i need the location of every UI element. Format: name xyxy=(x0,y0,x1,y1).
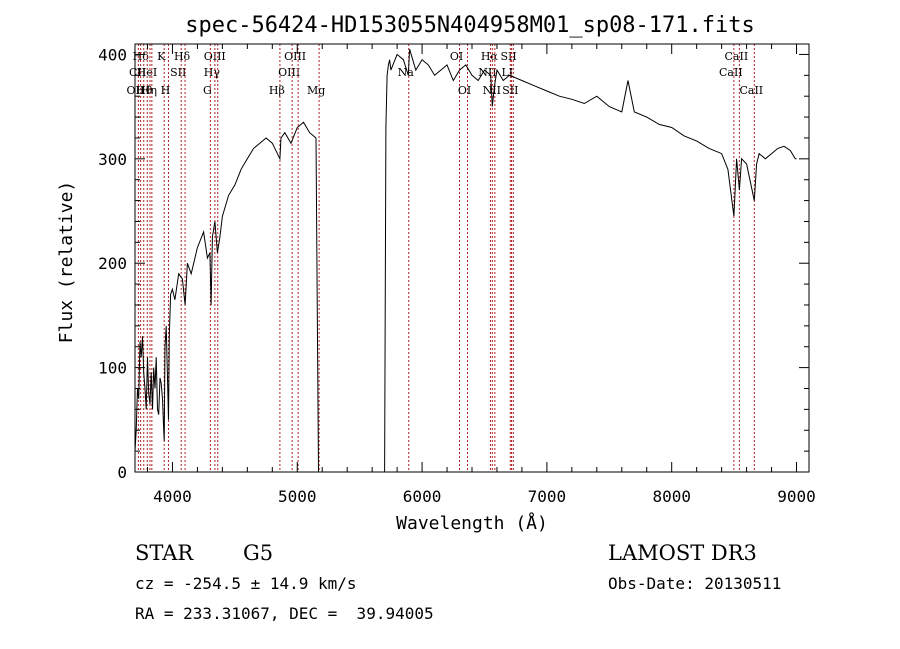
spectral-line-label: CaII xyxy=(739,84,763,97)
spectral-line-label: Na xyxy=(398,66,415,79)
spectral-line-label: LI xyxy=(501,66,513,79)
y-tick-label: 0 xyxy=(117,463,127,482)
spectral-line-label: OI xyxy=(450,50,463,63)
spectral-line-label: Hβ xyxy=(269,84,285,97)
plot-layer xyxy=(134,49,797,473)
x-tick-label: 4000 xyxy=(153,487,192,506)
spectral-line-label: Hδ xyxy=(174,50,191,63)
spectral-line-label: SII xyxy=(170,66,186,79)
spectral-line-label: Mg xyxy=(307,84,325,97)
plot-frame xyxy=(134,43,810,473)
spectral-line-label: HeI xyxy=(137,66,157,79)
spectral-line-label: OIII xyxy=(278,66,300,79)
obs-date: Obs-Date: 20130511 xyxy=(608,574,782,593)
spectral-line-label: G xyxy=(203,84,212,97)
spectral-line-label: CaII xyxy=(725,50,749,63)
axis-ticks-layer: 4000 5000 6000 7000 8000 9000 0 100 200 300 400 xyxy=(98,44,816,506)
spectral-line-label: Hα xyxy=(481,50,499,63)
chart-title: spec-56424-HD153055N404958M01_sp08-171.f… xyxy=(185,13,755,38)
subclass: G5 xyxy=(243,541,274,565)
y-tick-label: 300 xyxy=(98,150,127,169)
spectral-line-label: OIII xyxy=(284,50,306,63)
spectral-line-label: K xyxy=(157,50,166,63)
spectral-line-label: CII xyxy=(129,66,146,79)
spectral-line-label: SII xyxy=(500,50,516,63)
x-tick-label: 6000 xyxy=(403,487,442,506)
spectrum-series-line xyxy=(134,49,797,473)
spectral-line-label: OI xyxy=(458,84,471,97)
coordinates: RA = 233.31067, DEC = 39.94005 xyxy=(135,604,434,623)
y-axis-label: Flux (relative) xyxy=(56,181,77,344)
x-tick-label: 7000 xyxy=(528,487,567,506)
spectral-line-label: Hη xyxy=(141,84,157,97)
spectral-line-label: H xyxy=(161,84,171,97)
object-class: STAR xyxy=(135,541,194,565)
y-tick-label: 200 xyxy=(98,254,127,273)
x-tick-label: 5000 xyxy=(278,487,317,506)
x-tick-label: 8000 xyxy=(652,487,691,506)
y-tick-label: 100 xyxy=(98,359,127,378)
spectral-line-label: SII xyxy=(502,84,518,97)
x-axis-label: Wavelength (Å) xyxy=(396,512,548,534)
redshift-text: cz = -254.5 ± 14.9 km/s xyxy=(135,574,357,593)
spectral-line-label: CaII xyxy=(719,66,743,79)
spectral-line-label: Hθ xyxy=(136,84,153,97)
survey-name: LAMOST DR3 xyxy=(608,541,757,565)
spectral-line-label: Hγ xyxy=(204,66,221,79)
y-tick-label: 400 xyxy=(98,45,127,64)
x-tick-label: 9000 xyxy=(777,487,816,506)
